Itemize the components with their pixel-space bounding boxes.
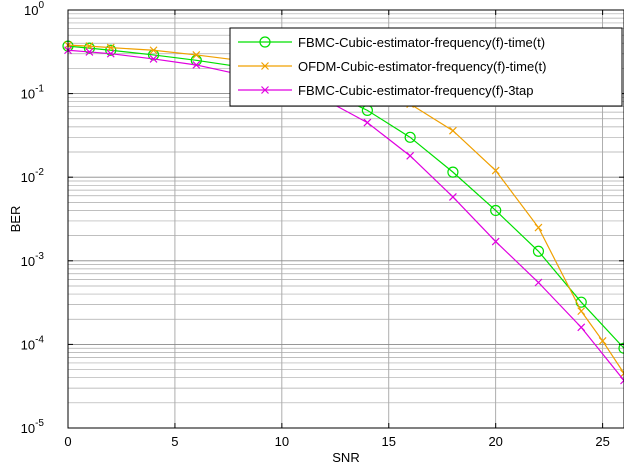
- plot-frame: [67, 9, 624, 429]
- series-2-point: [491, 166, 500, 175]
- series-1-point: [105, 44, 117, 56]
- legend-swatch-marker: [261, 86, 269, 94]
- y-tick-label: 10-1: [21, 84, 45, 102]
- y-tick-power: 0: [38, 0, 44, 11]
- y-tick-base: 10: [21, 170, 35, 185]
- series-3-point: [149, 54, 158, 63]
- series-3-point: [363, 118, 372, 127]
- x-tick-label: 10: [275, 434, 289, 449]
- series-3-point: [491, 237, 500, 246]
- y-tick-base: 10: [24, 3, 38, 18]
- series-3-point: [85, 48, 94, 56]
- series-3-point: [406, 151, 415, 160]
- series-2-point: [534, 223, 543, 232]
- series-1-point: [83, 42, 95, 54]
- x-axis-label: SNR: [332, 450, 359, 465]
- series-2-point: [106, 43, 115, 52]
- series-3-point: [534, 278, 543, 287]
- y-tick-power: -4: [35, 334, 44, 345]
- x-tick-label: 5: [171, 434, 178, 449]
- legend-label: FBMC-Cubic-estimator-frequency(f)-3tap: [298, 83, 534, 98]
- legend-box: [229, 27, 623, 107]
- y-tick-base: 10: [21, 87, 35, 102]
- y-tick-power: -1: [35, 84, 44, 95]
- y-tick-label: 100: [24, 0, 44, 18]
- y-axis-label: BER: [8, 206, 23, 233]
- legend-label: OFDM-Cubic-estimator-frequency(f)-time(t…: [298, 59, 546, 74]
- legend-label: FBMC-Cubic-estimator-frequency(f)-time(t…: [298, 35, 545, 50]
- series-1-point: [404, 131, 416, 143]
- y-tick-base: 10: [21, 254, 35, 269]
- legend: FBMC-Cubic-estimator-frequency(f)-time(t…: [229, 27, 623, 107]
- y-tick-power: -3: [35, 251, 44, 262]
- series-2-point: [448, 126, 457, 135]
- y-tick-label: 10-3: [21, 251, 45, 269]
- series-2-point: [149, 46, 158, 55]
- series-2-point: [598, 337, 607, 345]
- y-tick-label: 10-4: [21, 334, 45, 352]
- legend-swatch-marker: [261, 62, 269, 70]
- series-2-point: [620, 369, 624, 378]
- series-3-point: [106, 49, 115, 58]
- series-2-point: [192, 51, 201, 59]
- x-tick-label: 25: [595, 434, 609, 449]
- series-3-point: [577, 323, 586, 332]
- series-2-point: [85, 42, 94, 51]
- y-tick-label: 10-2: [21, 167, 45, 185]
- y-tick-label: 10-5: [21, 418, 45, 436]
- y-tick-base: 10: [21, 421, 35, 436]
- series-3-point: [192, 61, 201, 69]
- y-tick-power: -5: [35, 418, 44, 429]
- series-1-point: [532, 245, 545, 257]
- series-3-point: [448, 193, 457, 201]
- x-tick-label: 15: [382, 434, 396, 449]
- series-3-point: [620, 376, 624, 385]
- series-2-point: [577, 307, 586, 316]
- x-tick-label: 0: [64, 434, 71, 449]
- legend-swatch-marker: [259, 36, 271, 48]
- series-1-point: [447, 166, 459, 178]
- x-tick-label: 20: [488, 434, 502, 449]
- series-1-point: [618, 342, 624, 354]
- y-tick-base: 10: [21, 337, 35, 352]
- series-1-point: [490, 204, 502, 217]
- y-tick-power: -2: [35, 167, 44, 178]
